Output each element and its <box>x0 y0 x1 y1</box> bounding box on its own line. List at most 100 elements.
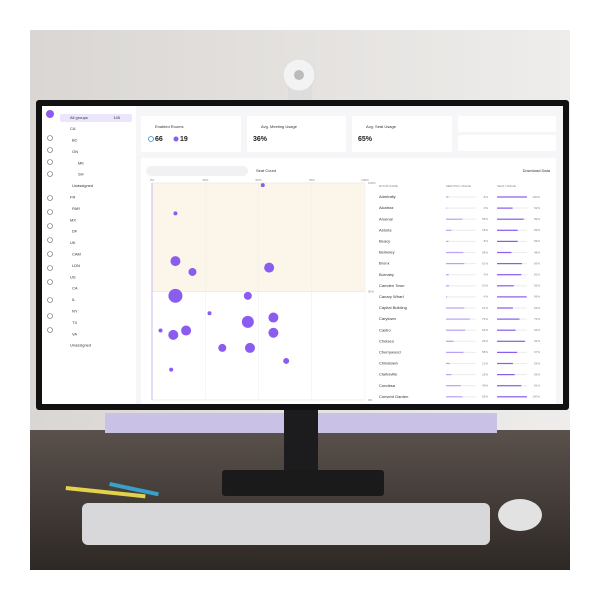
nav-icon <box>47 327 53 333</box>
room-name: Alcatraz <box>379 205 393 210</box>
usage-bar <box>446 263 465 265</box>
card[interactable] <box>458 116 556 132</box>
group-item[interactable]: CA <box>70 126 76 131</box>
group-item[interactable]: TX <box>72 320 77 325</box>
usage-bar <box>497 251 512 254</box>
group-item[interactable]: ON <box>72 149 78 154</box>
card-value: 65% <box>358 136 373 143</box>
room-name: Cherrywood <box>379 349 401 354</box>
column-header: SEAT USAGE <box>497 184 516 188</box>
usage-bar <box>497 374 515 376</box>
bar-track <box>446 207 476 209</box>
usage-label: 69% <box>534 239 540 243</box>
usage-bar <box>497 263 522 265</box>
group-item[interactable]: FR <box>70 194 75 199</box>
usage-label: 49% <box>482 383 488 387</box>
keyboard <box>82 503 490 545</box>
group-item[interactable]: PAR <box>72 206 80 211</box>
y-tick-label: 50% <box>368 289 374 293</box>
nav-icon <box>47 159 53 165</box>
nav-icon <box>47 147 53 153</box>
usage-bar <box>446 351 464 353</box>
search[interactable] <box>146 166 248 176</box>
usage-label: 12% <box>482 361 488 365</box>
group-item[interactable]: SH <box>78 172 84 177</box>
x-tick-label: 75% <box>309 178 315 182</box>
usage-label: 81% <box>534 272 540 276</box>
card-value: 19 <box>180 136 188 143</box>
usage-label: 69% <box>534 228 540 232</box>
group-selected[interactable] <box>60 114 132 122</box>
groups-title[interactable]: All groups <box>70 115 88 120</box>
bar-track <box>446 285 476 287</box>
usage-label: 64% <box>482 328 488 332</box>
usage-label: 83% <box>534 261 540 265</box>
room-name: Convent Garden <box>379 394 408 399</box>
group-item[interactable]: LDN <box>72 263 80 268</box>
column-header: ROOM NAME <box>379 184 398 188</box>
nav-icon <box>47 297 53 303</box>
usage-bar <box>497 240 518 242</box>
usage-bar <box>446 240 449 242</box>
bar-track <box>446 240 476 242</box>
group-item[interactable]: US <box>70 274 76 279</box>
usage-bar <box>446 296 448 298</box>
nav-icon <box>47 135 53 141</box>
webcam-lens <box>294 70 304 80</box>
card[interactable] <box>458 135 556 151</box>
bar-track <box>446 274 476 276</box>
stand-base <box>222 470 384 496</box>
usage-label: 18% <box>482 228 488 232</box>
group-item[interactable]: BC <box>72 137 78 142</box>
usage-label: 8% <box>484 195 489 199</box>
usage-label: 8% <box>484 239 489 243</box>
logo <box>46 110 54 118</box>
usage-label: 62% <box>534 328 540 332</box>
nav-icon <box>47 223 53 229</box>
nav-icon <box>47 209 53 215</box>
nav-icon <box>47 265 53 271</box>
usage-label: 81% <box>534 383 540 387</box>
point <box>181 325 192 336</box>
group-item[interactable]: Unassigned <box>72 183 93 188</box>
group-item[interactable]: DF <box>72 229 78 234</box>
group-panel <box>58 106 136 404</box>
card <box>352 116 452 152</box>
usage-bar <box>446 385 461 387</box>
group-item[interactable]: NY <box>72 308 78 313</box>
usage-bar <box>497 218 524 220</box>
filter[interactable]: Seat Count <box>256 168 277 173</box>
usage-bar <box>497 329 516 331</box>
usage-bar <box>446 207 447 209</box>
usage-label: 55% <box>482 395 488 399</box>
download[interactable]: Download Data <box>523 168 551 173</box>
usage-bar <box>497 285 514 287</box>
usage-label: 58% <box>482 350 488 354</box>
usage-label: 100% <box>532 395 540 399</box>
group-item[interactable]: MK <box>78 160 84 165</box>
group-item[interactable]: MX <box>70 217 76 222</box>
usage-bar <box>497 362 513 365</box>
usage-label: 89% <box>534 217 540 221</box>
x-tick-label: 100% <box>361 178 369 182</box>
group-item[interactable]: IL <box>72 297 76 302</box>
group-item[interactable]: CA <box>72 286 78 291</box>
room-name: Bronx <box>379 261 389 266</box>
usage-label: 4% <box>484 295 489 299</box>
group-item[interactable]: VA <box>72 331 77 336</box>
usage-bar <box>446 229 452 231</box>
usage-label: 61% <box>482 306 488 310</box>
point <box>188 267 197 276</box>
bar-track <box>446 385 476 387</box>
room-name: Clarksville <box>379 372 398 377</box>
group-item[interactable]: Unassigned <box>70 343 91 348</box>
point <box>268 327 279 338</box>
card-title: Avg. Meeting Usage <box>261 124 298 129</box>
nav-icon <box>47 279 53 285</box>
usage-bar <box>497 296 527 298</box>
group-item[interactable]: UK <box>70 240 76 245</box>
point <box>260 183 265 188</box>
group-item[interactable]: CAM <box>72 251 81 256</box>
room-name: Admiralty <box>379 194 396 199</box>
groups-count: 145 <box>113 115 120 120</box>
